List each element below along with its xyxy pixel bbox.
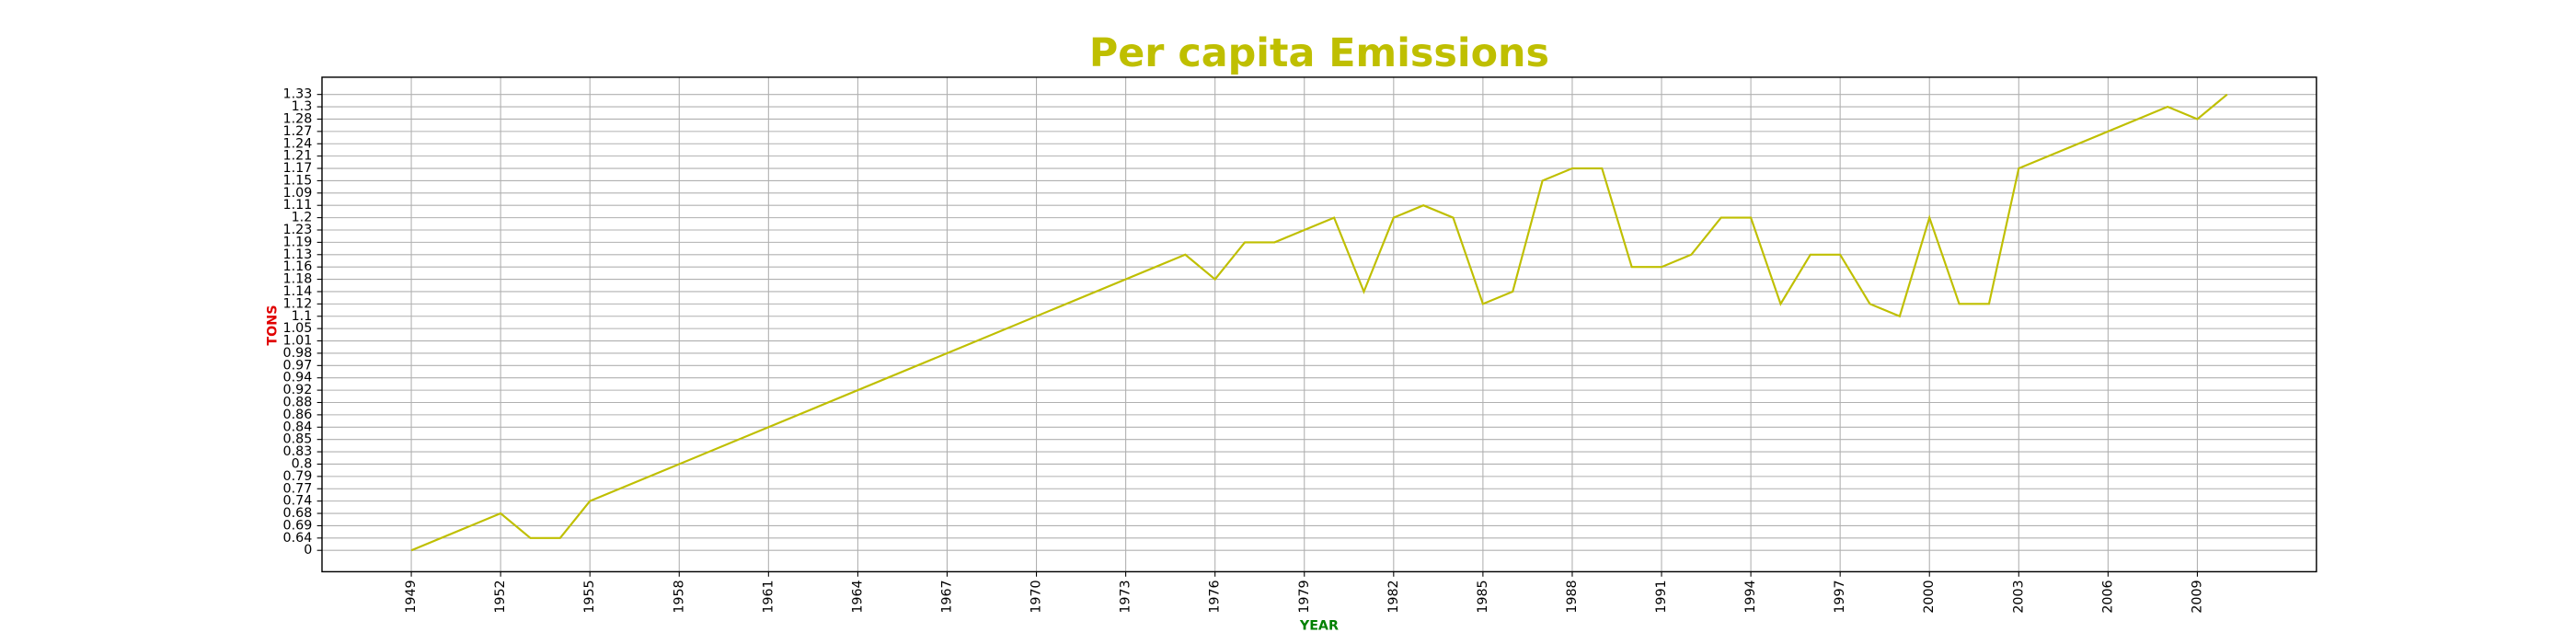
x-tick-label: 1967 [939, 580, 954, 613]
y-tick-label: 0.79 [283, 469, 313, 484]
x-tick-label: 2009 [2190, 580, 2204, 613]
y-tick-label: 0.64 [283, 531, 313, 546]
y-tick-label: 1.01 [283, 334, 313, 349]
x-tick-label: 1964 [850, 580, 865, 613]
grid: 00.640.690.680.740.770.790.80.830.850.84… [283, 76, 2317, 614]
y-tick-label: 1.12 [283, 296, 313, 311]
y-tick-label: 1.18 [283, 272, 313, 287]
y-tick-label: 1.14 [283, 284, 313, 299]
y-tick-label: 0.94 [283, 371, 313, 385]
x-tick-label: 2000 [1922, 580, 1937, 613]
y-tick-label: 1.11 [283, 198, 313, 213]
y-tick-label: 0.98 [283, 346, 313, 361]
y-tick-label: 0.85 [283, 432, 313, 447]
x-tick-label: 1949 [404, 580, 419, 613]
y-tick-label: 1.23 [283, 223, 313, 237]
y-tick-label: 0.92 [283, 383, 313, 397]
data-line [410, 93, 2228, 552]
y-tick-label: 0.83 [283, 444, 313, 459]
x-tick-label: 1973 [1119, 580, 1133, 613]
y-tick-label: 0.74 [283, 494, 313, 509]
y-tick-label: 1.21 [283, 149, 313, 164]
x-tick-label: 1958 [672, 580, 686, 613]
y-tick-label: 1.3 [292, 99, 313, 114]
y-tick-label: 0.8 [292, 456, 313, 471]
plot [410, 93, 2228, 552]
y-tick-label: 1.05 [283, 321, 313, 336]
x-axis-label: YEAR [1299, 618, 1339, 633]
y-tick-label: 0.68 [283, 506, 313, 521]
x-tick-label: 1991 [1654, 580, 1669, 613]
y-tick-label: 1.13 [283, 247, 313, 262]
x-tick-label: 2006 [2100, 580, 2115, 613]
y-axis-label: TONS [265, 305, 280, 346]
y-tick-label: 0 [304, 543, 312, 558]
axes-frame [321, 76, 2317, 573]
x-tick-label: 1961 [761, 580, 776, 613]
x-tick-label: 1952 [493, 580, 508, 613]
y-tick-label: 1.33 [283, 87, 313, 102]
y-tick-label: 1.24 [283, 136, 313, 151]
x-tick-label: 1970 [1029, 580, 1044, 613]
x-tick-label: 1979 [1297, 580, 1312, 613]
y-tick-label: 1.17 [283, 161, 313, 176]
y-tick-label: 1.2 [292, 211, 313, 225]
x-tick-label: 2003 [2011, 580, 2026, 613]
x-tick-label: 1997 [1833, 580, 1847, 613]
x-tick-label: 1988 [1565, 580, 1580, 613]
y-tick-label: 0.77 [283, 481, 313, 496]
y-tick-label: 0.97 [283, 358, 313, 373]
x-tick-label: 1982 [1386, 580, 1401, 613]
y-tick-label: 0.86 [283, 408, 313, 422]
y-tick-label: 0.69 [283, 518, 313, 533]
y-tick-label: 1.15 [283, 173, 313, 188]
x-tick-label: 1994 [1743, 580, 1758, 613]
y-tick-label: 1.19 [283, 235, 313, 249]
y-tick-label: 1.28 [283, 111, 313, 126]
y-tick-label: 1.1 [292, 309, 313, 324]
y-tick-label: 1.27 [283, 124, 313, 139]
y-tick-label: 1.16 [283, 259, 313, 274]
x-tick-label: 1985 [1476, 580, 1490, 613]
y-tick-label: 0.84 [283, 420, 313, 434]
x-tick-label: 1955 [582, 580, 597, 613]
y-tick-label: 1.09 [283, 186, 313, 201]
chart-title: Per capita Emissions [1089, 30, 1549, 76]
y-tick-label: 0.88 [283, 396, 313, 410]
x-tick-label: 1976 [1208, 580, 1223, 613]
